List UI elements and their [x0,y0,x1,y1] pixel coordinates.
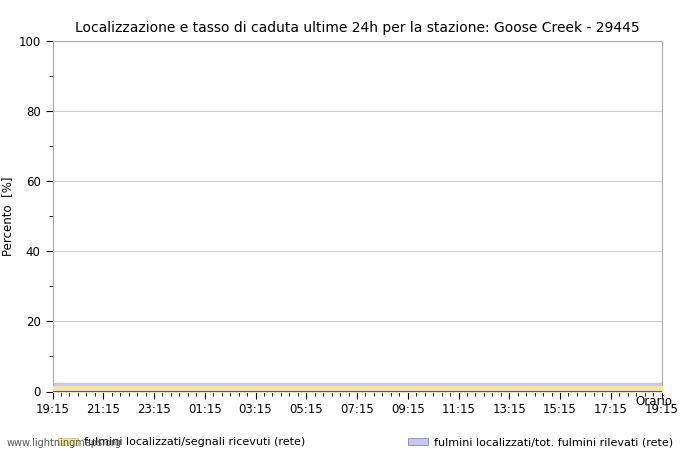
Legend: fulmini localizzati/segnali ricevuti (rete), fulmini localizzati/segnali ricevut: fulmini localizzati/segnali ricevuti (re… [58,437,700,450]
Text: Orario: Orario [635,395,672,408]
Title: Localizzazione e tasso di caduta ultime 24h per la stazione: Goose Creek - 29445: Localizzazione e tasso di caduta ultime … [75,21,639,35]
Text: www.lightningmaps.org: www.lightningmaps.org [7,438,122,448]
Y-axis label: Percento  [%]: Percento [%] [1,176,14,256]
